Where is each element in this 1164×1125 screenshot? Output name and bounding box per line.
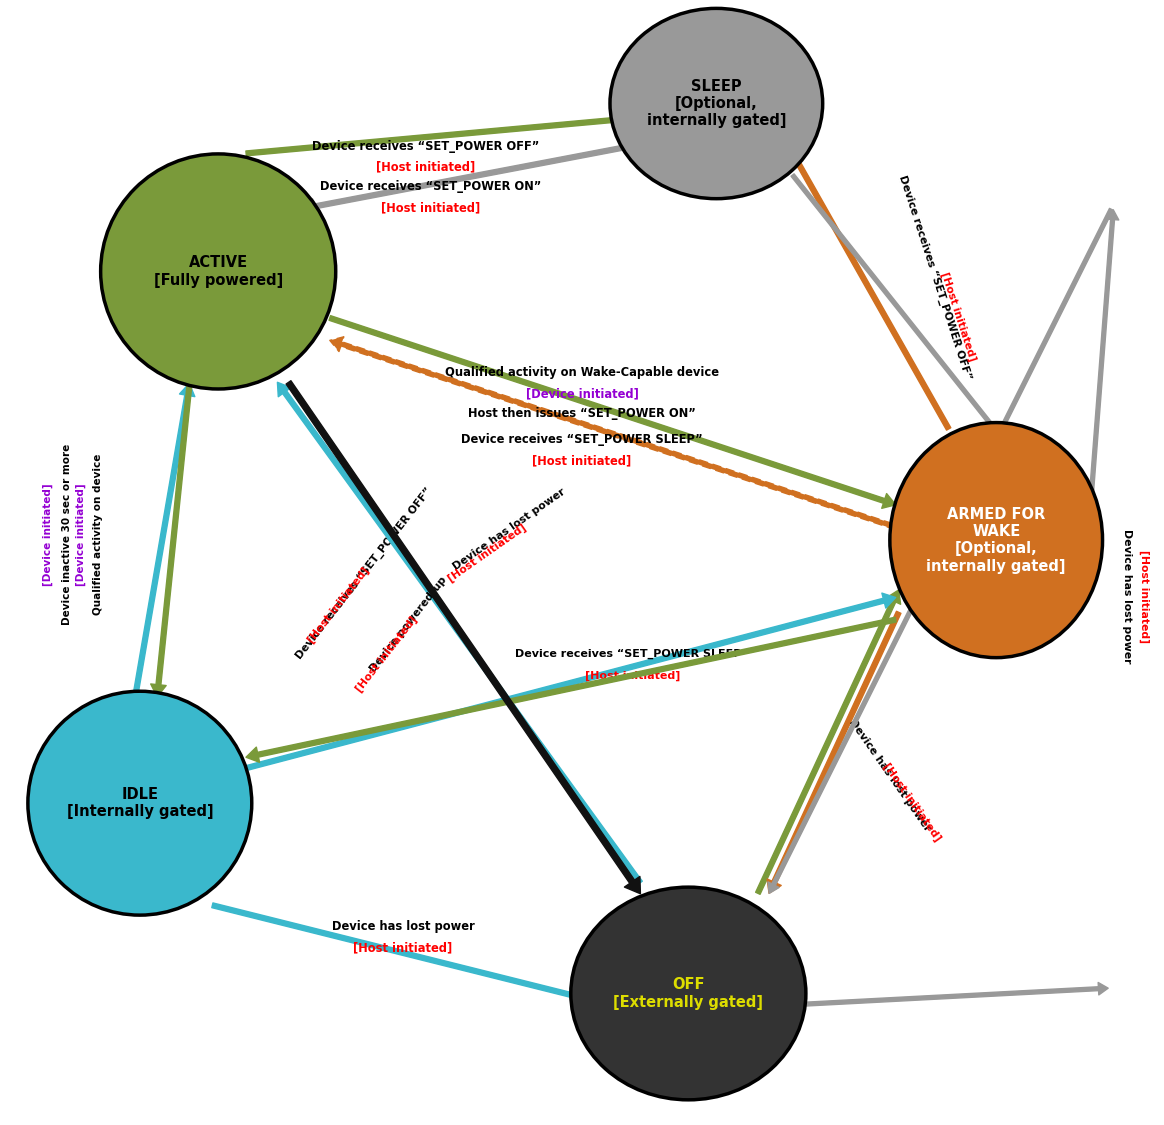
FancyArrowPatch shape	[212, 903, 604, 1008]
FancyArrowPatch shape	[246, 593, 895, 771]
FancyArrowPatch shape	[800, 982, 1108, 1007]
Text: ACTIVE
[Fully powered]: ACTIVE [Fully powered]	[154, 255, 283, 288]
Ellipse shape	[100, 154, 335, 389]
Text: Device inactive 30 sec or more: Device inactive 30 sec or more	[62, 444, 72, 626]
Text: [Host initiated]: [Host initiated]	[532, 455, 632, 467]
Text: Qualified activity on device: Qualified activity on device	[93, 453, 104, 615]
Text: [Device initiated]: [Device initiated]	[76, 484, 86, 586]
Text: Device has lost power: Device has lost power	[452, 486, 567, 572]
Text: [Host initiated]: [Host initiated]	[306, 565, 371, 645]
FancyArrowPatch shape	[329, 336, 896, 530]
Ellipse shape	[610, 8, 823, 199]
FancyArrowPatch shape	[767, 611, 901, 893]
Text: Device receives “SET_POWER SLEEP”: Device receives “SET_POWER SLEEP”	[461, 433, 703, 446]
Text: Device receives “SET_POWER OFF”: Device receives “SET_POWER OFF”	[293, 486, 434, 662]
Text: Device has lost power: Device has lost power	[847, 718, 932, 834]
Text: [Device initiated]: [Device initiated]	[43, 484, 54, 586]
Text: Device has lost power: Device has lost power	[332, 920, 474, 933]
Text: [Host initiated]: [Host initiated]	[354, 614, 419, 694]
Text: Device receives “SET_POWER ON”: Device receives “SET_POWER ON”	[320, 180, 541, 192]
Text: Qualified activity on Wake-Capable device: Qualified activity on Wake-Capable devic…	[445, 366, 719, 379]
Text: [Host initiated]: [Host initiated]	[584, 670, 680, 681]
Ellipse shape	[28, 691, 251, 915]
FancyArrowPatch shape	[786, 142, 951, 430]
Text: [Host initiated]: [Host initiated]	[353, 942, 453, 954]
Text: Device receives “SET_POWER OFF”: Device receives “SET_POWER OFF”	[896, 173, 973, 380]
Text: Device receives “SET_POWER SLEEP”: Device receives “SET_POWER SLEEP”	[516, 649, 750, 659]
FancyArrowPatch shape	[329, 316, 896, 508]
FancyArrowPatch shape	[1090, 210, 1119, 490]
Text: [Host initiated]: [Host initiated]	[446, 523, 528, 584]
Text: [Host initiated]: [Host initiated]	[881, 760, 943, 843]
Text: [Device initiated]: [Device initiated]	[526, 387, 638, 400]
Text: IDLE
[Internally gated]: IDLE [Internally gated]	[66, 788, 213, 819]
FancyArrowPatch shape	[286, 380, 640, 893]
Text: SLEEP
[Optional,
internally gated]: SLEEP [Optional, internally gated]	[646, 79, 786, 128]
FancyArrowPatch shape	[755, 590, 901, 894]
Text: [Host initiated]: [Host initiated]	[939, 270, 978, 362]
Text: [Host initiated]: [Host initiated]	[382, 201, 481, 214]
FancyArrowPatch shape	[246, 618, 896, 763]
Text: [Host initiated]: [Host initiated]	[376, 161, 475, 174]
FancyArrowPatch shape	[133, 384, 194, 698]
FancyArrowPatch shape	[768, 208, 1113, 893]
FancyArrowPatch shape	[301, 142, 644, 214]
Text: Device has lost power: Device has lost power	[1122, 529, 1133, 664]
Ellipse shape	[889, 423, 1102, 658]
Text: OFF
[Externally gated]: OFF [Externally gated]	[613, 978, 764, 1009]
Text: ARMED FOR
WAKE
[Optional,
internally gated]: ARMED FOR WAKE [Optional, internally gat…	[927, 506, 1066, 574]
Text: Device receives “SET_POWER OFF”: Device receives “SET_POWER OFF”	[312, 140, 539, 153]
FancyArrowPatch shape	[246, 109, 666, 156]
Ellipse shape	[570, 888, 805, 1100]
Text: Host then issues “SET_POWER ON”: Host then issues “SET_POWER ON”	[468, 407, 696, 420]
FancyArrowPatch shape	[150, 384, 192, 696]
Text: [Host initiated]: [Host initiated]	[1138, 550, 1149, 642]
FancyArrowPatch shape	[277, 382, 643, 884]
Text: Device powered-up: Device powered-up	[368, 575, 449, 674]
FancyArrowPatch shape	[792, 174, 1003, 441]
